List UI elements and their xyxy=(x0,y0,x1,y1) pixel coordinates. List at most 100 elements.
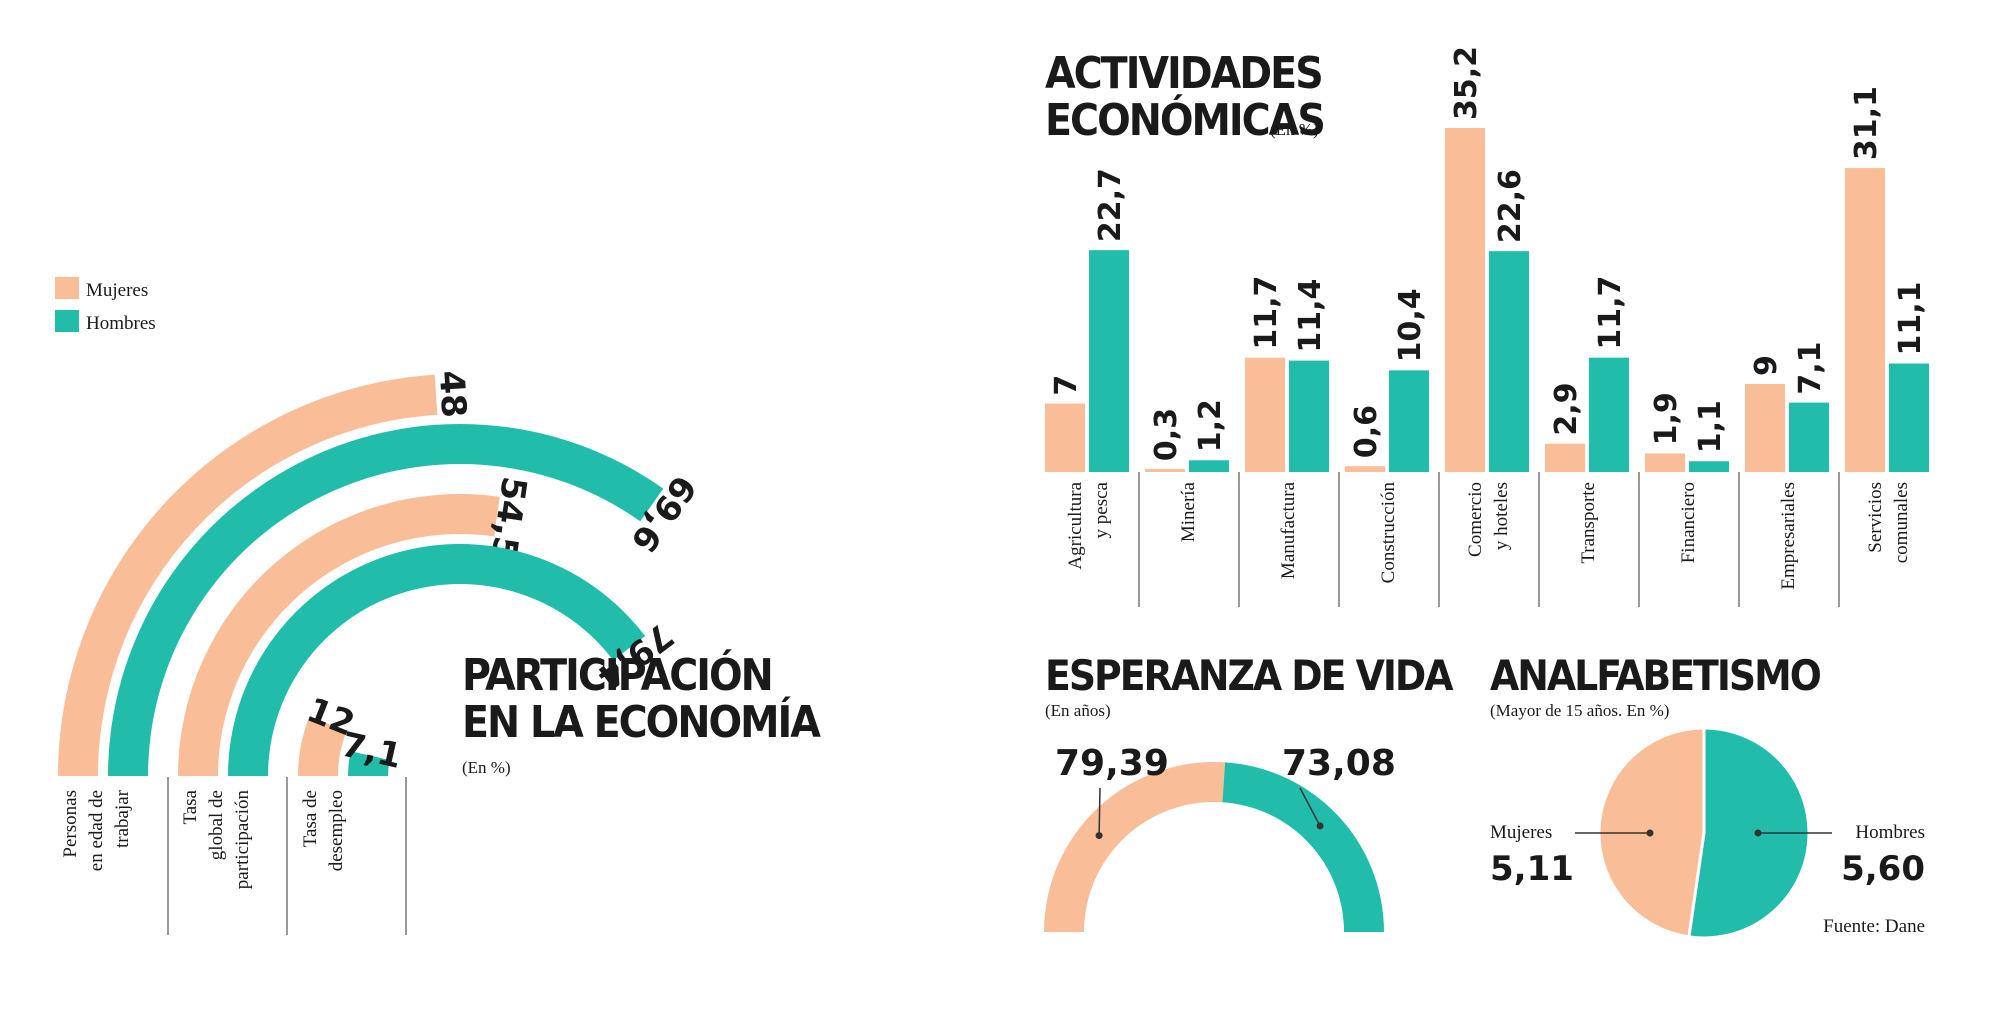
actividades-category-0-line-0: Agricultura xyxy=(1065,481,1086,569)
participacion-arc-hombres-1 xyxy=(228,544,646,776)
actividades-category-8-line-0: Servicios xyxy=(1865,482,1886,553)
actividades-category-8-line-1: comunales xyxy=(1891,482,1912,563)
actividades-category-7-line-0: Empresariales xyxy=(1778,482,1799,590)
actividades-bar-hombres-8 xyxy=(1889,363,1929,472)
analfabetismo-value-hombres: 5,60 xyxy=(1841,849,1925,889)
participacion-arc-mujeres-1 xyxy=(178,494,500,776)
actividades-value-hombres-8: 11,1 xyxy=(1893,281,1928,355)
actividades-value-mujeres-5: 2,9 xyxy=(1549,383,1584,436)
analfabetismo-pie-chart: Mujeres 5,11 Hombres 5,60 xyxy=(1490,726,1925,940)
actividades-bar-mujeres-2 xyxy=(1245,357,1285,472)
actividades-value-hombres-2: 11,4 xyxy=(1293,279,1328,353)
actividades-value-hombres-5: 11,7 xyxy=(1593,276,1628,350)
actividades-bar-hombres-5 xyxy=(1589,357,1629,472)
actividades-bar-hombres-6 xyxy=(1689,461,1729,472)
actividades-title: ACTIVIDADES ECONÓMICAS (En %) xyxy=(1045,48,1326,146)
actividades-bar-mujeres-0 xyxy=(1045,403,1085,472)
actividades-bar-mujeres-8 xyxy=(1845,168,1885,472)
esperanza-subtitle: (En años) xyxy=(1045,701,1111,720)
actividades-subtitle: (En %) xyxy=(1270,120,1319,139)
participacion-arc-mujeres-2 xyxy=(298,716,347,776)
actividades-bar-hombres-2 xyxy=(1289,360,1329,472)
actividades-value-mujeres-6: 1,9 xyxy=(1649,392,1684,445)
actividades-category-4-line-0: Comercio xyxy=(1465,482,1486,557)
participacion-value-mujeres-0: 48 xyxy=(431,369,474,419)
legend-label-hombres: Hombres xyxy=(86,313,156,334)
actividades-category-2-line-0: Manufactura xyxy=(1278,481,1299,579)
participacion-category-0-line-1: en edad de xyxy=(86,790,107,871)
actividades-category-1-line-0: Minería xyxy=(1178,481,1199,542)
participacion-category-1-line-1: global de xyxy=(206,790,227,860)
actividades-bar-mujeres-7 xyxy=(1745,384,1785,472)
esperanza-callout-dot-hombres xyxy=(1316,822,1324,830)
actividades-bar-mujeres-1 xyxy=(1145,469,1185,472)
legend-label-mujeres: Mujeres xyxy=(86,280,148,301)
analfabetismo-callout-dot-mujeres xyxy=(1646,829,1654,837)
actividades-title-line-1: ACTIVIDADES xyxy=(1045,48,1322,99)
actividades-title-line-2: ECONÓMICAS xyxy=(1045,93,1324,146)
analfabetismo-slice-hombres xyxy=(1687,726,1811,940)
actividades-value-mujeres-7: 9 xyxy=(1749,355,1784,376)
participacion-category-1-line-0: Tasa xyxy=(180,789,201,824)
actividades-value-mujeres-4: 35,2 xyxy=(1449,46,1484,120)
legend-swatch-mujeres xyxy=(55,277,79,299)
participacion-title-line-2: EN LA ECONOMÍA xyxy=(462,695,821,748)
actividades-category-3-line-0: Construcción xyxy=(1378,482,1399,584)
actividades-bar-mujeres-3 xyxy=(1345,466,1385,472)
analfabetismo-callout-dot-hombres xyxy=(1754,829,1762,837)
participacion-category-0-line-2: trabajar xyxy=(112,789,133,848)
analfabetismo-title: ANALFABETISMO (Mayor de 15 años. En %) xyxy=(1490,651,1823,720)
esperanza-callout-dot-mujeres xyxy=(1095,832,1103,840)
actividades-value-mujeres-3: 0,6 xyxy=(1349,405,1384,458)
actividades-bar-mujeres-4 xyxy=(1445,128,1485,472)
esperanza-value-mujeres: 79,39 xyxy=(1055,743,1169,784)
actividades-value-hombres-4: 22,6 xyxy=(1493,169,1528,243)
actividades-bar-mujeres-5 xyxy=(1545,443,1585,472)
actividades-bar-hombres-1 xyxy=(1189,460,1229,472)
legend: Mujeres Hombres xyxy=(55,277,156,334)
actividades-value-hombres-7: 7,1 xyxy=(1793,341,1828,394)
participacion-value-hombres-2: 7,1 xyxy=(338,725,406,777)
participacion-subtitle: (En %) xyxy=(462,758,511,777)
participacion-category-2-line-0: Tasa de xyxy=(300,790,321,847)
actividades-value-hombres-3: 10,4 xyxy=(1393,288,1428,362)
actividades-category-4-line-1: y hoteles xyxy=(1491,482,1512,550)
participacion-arc-hombres-2 xyxy=(348,751,390,776)
esperanza-callout-hombres xyxy=(1299,787,1321,827)
actividades-category-6-line-0: Financiero xyxy=(1678,482,1699,563)
actividades-value-mujeres-8: 31,1 xyxy=(1849,86,1884,160)
actividades-value-mujeres-0: 7 xyxy=(1049,375,1084,396)
esperanza-callout-mujeres xyxy=(1098,787,1101,836)
actividades-bar-mujeres-6 xyxy=(1645,453,1685,472)
actividades-bar-hombres-7 xyxy=(1789,402,1829,472)
actividades-value-hombres-0: 22,7 xyxy=(1093,168,1128,242)
esperanza-title: ESPERANZA DE VIDA xyxy=(1045,651,1454,700)
actividades-bar-hombres-0 xyxy=(1089,250,1129,472)
esperanza-arc-hombres xyxy=(1222,762,1384,932)
participacion-title: PARTICIPACIÓN EN LA ECONOMÍA (En %) xyxy=(462,648,823,777)
actividades-value-hombres-1: 1,2 xyxy=(1193,399,1228,452)
participacion-category-1-line-2: participación xyxy=(232,790,253,890)
analfabetismo-value-mujeres: 5,11 xyxy=(1490,849,1574,889)
actividades-bar-hombres-3 xyxy=(1389,370,1429,472)
esperanza-semi-donut: 79,39 73,08 xyxy=(1044,743,1396,932)
analfabetismo-name-mujeres: Mujeres xyxy=(1490,822,1552,843)
participacion-arc-mujeres-0 xyxy=(58,374,438,776)
actividades-category-5-line-0: Transporte xyxy=(1578,482,1599,564)
analfabetismo-name-hombres: Hombres xyxy=(1855,822,1925,843)
actividades-bar-hombres-4 xyxy=(1489,251,1529,472)
esperanza-title: ESPERANZA DE VIDA (En años) xyxy=(1045,651,1456,720)
analfabetismo-subtitle: (Mayor de 15 años. En %) xyxy=(1490,701,1669,720)
participacion-title-line-1: PARTICIPACIÓN xyxy=(462,648,772,701)
esperanza-arc-mujeres xyxy=(1044,762,1226,932)
participacion-arc-hombres-0 xyxy=(108,423,664,776)
actividades-value-mujeres-1: 0,3 xyxy=(1149,408,1184,461)
actividades-category-0-line-1: y pesca xyxy=(1091,481,1112,538)
esperanza-value-hombres: 73,08 xyxy=(1282,743,1396,784)
actividades-value-mujeres-2: 11,7 xyxy=(1249,276,1284,350)
legend-swatch-hombres xyxy=(55,310,79,332)
participacion-category-0-line-0: Personas xyxy=(60,790,81,858)
actividades-value-hombres-6: 1,1 xyxy=(1693,400,1728,453)
